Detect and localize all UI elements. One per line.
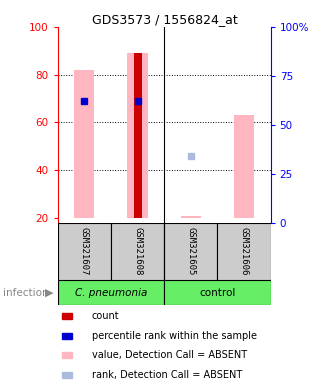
Bar — [62, 313, 72, 319]
Bar — [111, 223, 164, 280]
Bar — [217, 223, 271, 280]
Text: ▶: ▶ — [45, 288, 53, 298]
Text: percentile rank within the sample: percentile rank within the sample — [92, 331, 257, 341]
Bar — [164, 223, 217, 280]
Text: count: count — [92, 311, 119, 321]
Bar — [58, 280, 164, 305]
Bar — [58, 223, 111, 280]
Text: rank, Detection Call = ABSENT: rank, Detection Call = ABSENT — [92, 370, 242, 380]
Text: GDS3573 / 1556824_at: GDS3573 / 1556824_at — [92, 13, 238, 26]
Text: GSM321605: GSM321605 — [186, 227, 195, 276]
Bar — [234, 115, 254, 218]
Bar — [74, 70, 94, 218]
Text: GSM321606: GSM321606 — [240, 227, 248, 276]
Text: GSM321607: GSM321607 — [80, 227, 89, 276]
Text: control: control — [199, 288, 236, 298]
Text: infection: infection — [3, 288, 49, 298]
Bar — [62, 372, 72, 378]
Text: value, Detection Call = ABSENT: value, Detection Call = ABSENT — [92, 350, 247, 360]
Bar — [62, 352, 72, 358]
Bar — [181, 215, 201, 218]
Bar — [62, 333, 72, 339]
Bar — [134, 53, 142, 218]
Text: GSM321608: GSM321608 — [133, 227, 142, 276]
Bar — [164, 280, 271, 305]
Text: C. pneumonia: C. pneumonia — [75, 288, 147, 298]
Bar — [127, 53, 148, 218]
